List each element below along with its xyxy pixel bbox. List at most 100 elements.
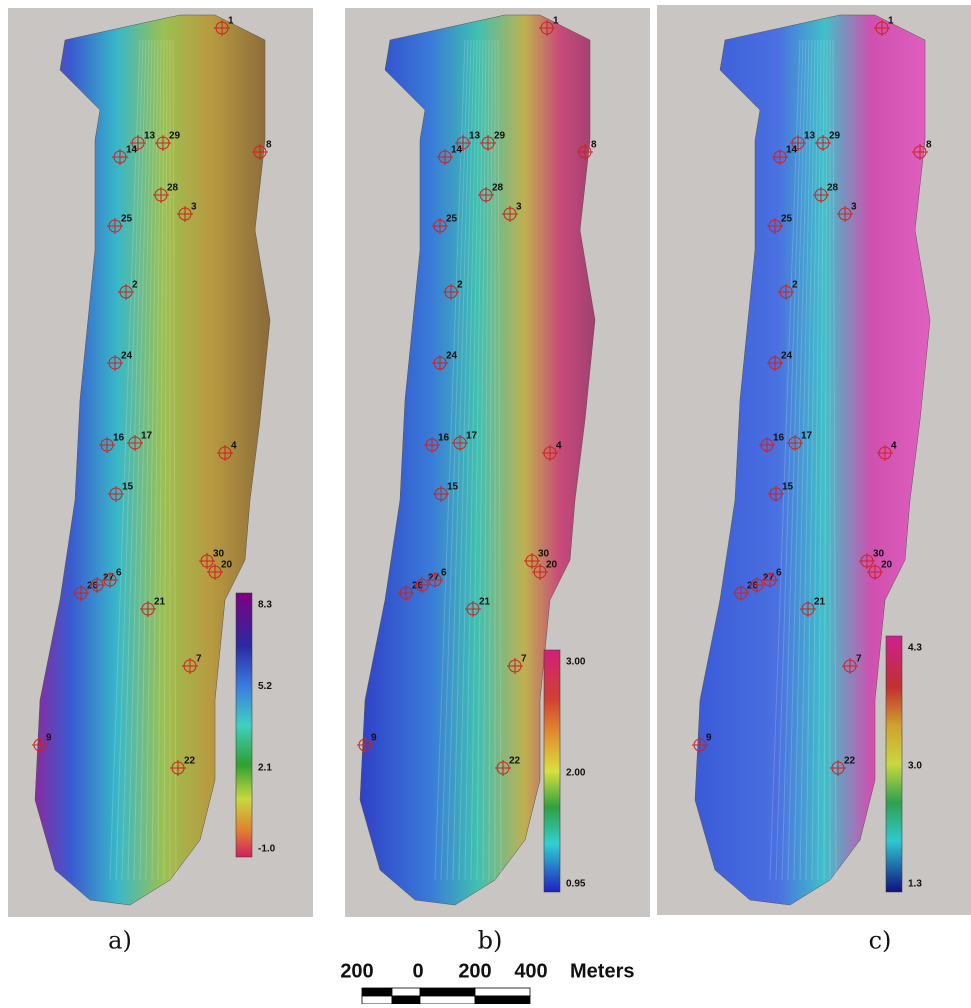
scale-segment bbox=[391, 987, 421, 997]
station-label: 16 bbox=[438, 433, 450, 444]
colorbar-tick-label: -1.0 bbox=[258, 844, 276, 855]
track-line bbox=[145, 39, 159, 881]
track-line bbox=[817, 39, 825, 881]
station-label: 21 bbox=[154, 597, 166, 608]
station-label: 29 bbox=[169, 131, 181, 142]
station-label: 2 bbox=[132, 280, 138, 291]
station-label: 26 bbox=[87, 581, 99, 592]
station-label: 28 bbox=[492, 183, 504, 194]
colorbar-tick-label: 3.00 bbox=[566, 657, 586, 668]
station-label: 6 bbox=[776, 568, 782, 579]
station-label: 3 bbox=[516, 202, 522, 213]
station-label: 17 bbox=[466, 431, 478, 442]
station-label: 24 bbox=[446, 351, 458, 362]
station-label: 8 bbox=[591, 140, 597, 151]
track-line bbox=[823, 39, 828, 881]
station-label: 7 bbox=[521, 654, 527, 665]
station-label: 25 bbox=[446, 214, 458, 225]
track-line bbox=[488, 39, 493, 881]
station-label: 21 bbox=[814, 597, 826, 608]
scale-label: 400 bbox=[514, 960, 547, 982]
station-label: 3 bbox=[191, 202, 197, 213]
scale-segment bbox=[391, 995, 421, 1005]
station-label: 2 bbox=[457, 280, 463, 291]
station-label: 9 bbox=[706, 733, 712, 744]
track-line bbox=[805, 39, 819, 881]
station-label: 20 bbox=[221, 560, 233, 571]
station-label: 4 bbox=[231, 441, 237, 452]
track-line bbox=[464, 39, 481, 881]
track-line bbox=[787, 39, 810, 881]
track-line bbox=[109, 39, 141, 881]
station-label: 30 bbox=[538, 549, 550, 560]
track-line bbox=[476, 39, 487, 881]
colorbar bbox=[885, 635, 903, 893]
station-label: 27 bbox=[103, 573, 115, 584]
track-line bbox=[151, 39, 162, 881]
station-label: 9 bbox=[371, 733, 377, 744]
station-label: 26 bbox=[412, 581, 424, 592]
track-line bbox=[811, 39, 822, 881]
station-label: 4 bbox=[891, 441, 897, 452]
station-label: 1 bbox=[888, 16, 894, 27]
track-line bbox=[139, 39, 156, 881]
station-label: 16 bbox=[773, 433, 785, 444]
station-label: 14 bbox=[126, 145, 138, 156]
scale-segment bbox=[419, 987, 476, 997]
track-line bbox=[452, 39, 475, 881]
track-line bbox=[127, 39, 150, 881]
colorbar-tick-label: 5.2 bbox=[258, 681, 272, 692]
scale-segment bbox=[419, 995, 476, 1005]
track-line bbox=[793, 39, 813, 881]
station-label: 27 bbox=[428, 573, 440, 584]
colorbar-tick-label: 2.00 bbox=[566, 768, 586, 779]
panel-label: c) bbox=[869, 927, 892, 955]
scale-segment bbox=[361, 995, 393, 1005]
track-line bbox=[832, 39, 837, 881]
station-label: 1 bbox=[553, 16, 559, 27]
station-label: 15 bbox=[447, 482, 459, 493]
station-label: 9 bbox=[46, 733, 52, 744]
colorbar-tick-label: 3.0 bbox=[908, 761, 922, 772]
track-line bbox=[172, 39, 177, 881]
track-line bbox=[115, 39, 144, 881]
scale-segment bbox=[361, 987, 393, 997]
panel-label: a) bbox=[108, 927, 132, 955]
track-line bbox=[799, 39, 816, 881]
station-label: 25 bbox=[781, 214, 793, 225]
station-label: 4 bbox=[556, 441, 562, 452]
station-label: 26 bbox=[747, 581, 759, 592]
station-label: 15 bbox=[782, 482, 794, 493]
station-label: 28 bbox=[827, 183, 839, 194]
track-line bbox=[163, 39, 168, 881]
track-line bbox=[121, 39, 147, 881]
station-label: 30 bbox=[213, 549, 225, 560]
station-label: 17 bbox=[801, 431, 813, 442]
colorbar-tick-label: 8.3 bbox=[258, 600, 272, 611]
scale-label: 200 bbox=[458, 960, 491, 982]
station-label: 25 bbox=[121, 214, 133, 225]
track-line bbox=[434, 39, 466, 881]
station-label: 20 bbox=[546, 560, 558, 571]
station-label: 7 bbox=[196, 654, 202, 665]
station-label: 15 bbox=[122, 482, 134, 493]
scale-label: 0 bbox=[412, 960, 423, 982]
station-label: 8 bbox=[266, 140, 272, 151]
station-label: 14 bbox=[451, 145, 463, 156]
track-line bbox=[781, 39, 807, 881]
station-label: 27 bbox=[763, 573, 775, 584]
scale-unit: Meters bbox=[570, 960, 634, 982]
station-label: 14 bbox=[786, 145, 798, 156]
scale-segment bbox=[474, 987, 531, 997]
station-label: 30 bbox=[873, 549, 885, 560]
station-label: 1 bbox=[228, 16, 234, 27]
station-label: 3 bbox=[851, 202, 857, 213]
station-label: 22 bbox=[844, 756, 856, 767]
station-label: 13 bbox=[144, 131, 156, 142]
track-line bbox=[775, 39, 804, 881]
station-label: 17 bbox=[141, 431, 153, 442]
station-label: 21 bbox=[479, 597, 491, 608]
track-line bbox=[497, 39, 502, 881]
track-line bbox=[440, 39, 469, 881]
